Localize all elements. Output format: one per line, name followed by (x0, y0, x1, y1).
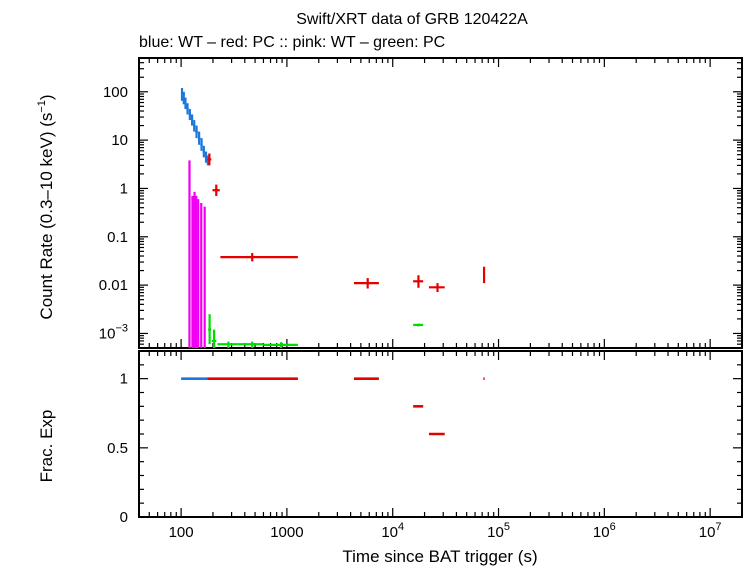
data-point-green (217, 341, 238, 348)
data-point-pink (200, 203, 203, 348)
chart-title: Swift/XRT data of GRB 120422A (296, 11, 528, 28)
data-point-green (211, 329, 217, 348)
top-y-tick-label: 0.01 (99, 277, 128, 294)
x-tick-label: 1000 (270, 524, 303, 541)
data-point-red (220, 253, 298, 262)
bottom-y-tick-label: 0 (120, 509, 128, 526)
bottom-y-tick-label: 1 (120, 371, 128, 388)
data-point-blue (182, 91, 185, 105)
data-point-red (428, 283, 445, 293)
data-point-blue (193, 120, 196, 132)
data-point-blue (186, 103, 189, 115)
data-point-pink (193, 191, 196, 348)
data-point-blue (204, 151, 208, 163)
series-pink (188, 160, 206, 348)
data-point-blue (190, 114, 194, 126)
top-y-tick-label: 10−3 (99, 322, 128, 342)
data-point-green (237, 341, 264, 348)
x-tick-label: 105 (487, 521, 510, 541)
top-y-tick-label: 0.1 (107, 229, 128, 246)
data-point-blue (202, 145, 205, 158)
data-point-red (207, 153, 212, 166)
data-point-pink (197, 199, 200, 348)
bottom-y-axis-label: Frac. Exp (37, 410, 56, 483)
data-point-pink (195, 195, 198, 348)
data-point-blue (200, 138, 203, 151)
data-point-red (482, 266, 486, 284)
data-point-blue (188, 109, 191, 121)
data-point-blue (184, 97, 187, 110)
x-tick-label: 100 (169, 524, 194, 541)
data-point-pink (188, 160, 191, 348)
data-point-blue (195, 125, 198, 139)
x-axis-label: Time since BAT trigger (s) (342, 547, 537, 566)
data-point-green (208, 314, 212, 345)
data-point-pink (191, 195, 194, 348)
series-red (207, 153, 486, 293)
count-rate-panel: 100 10 1 0.1 0.01 10−3 (99, 57, 743, 349)
data-point-red (212, 184, 220, 196)
fractional-exposure-panel: 0 0.5 1 100 1000 104 105 106 107 (107, 350, 743, 541)
data-point-blue (180, 87, 184, 101)
data-point-red (353, 278, 379, 289)
chart-subtitle: blue: WT – red: PC :: pink: WT – green: … (139, 34, 445, 51)
top-y-axis-label: Count Rate (0.3–10 keV) (s−1) (36, 94, 56, 319)
series-green (208, 314, 424, 348)
bottom-y-tick-label: 0.5 (107, 440, 128, 457)
count-rate-plot-frame (138, 57, 743, 349)
top-y-tick-label: 100 (103, 84, 128, 101)
data-point-blue (197, 131, 201, 145)
data-point-red (413, 275, 424, 288)
x-tick-label: 107 (699, 521, 722, 541)
data-point-pink (203, 206, 206, 348)
data-point-green (263, 342, 298, 348)
top-y-tick-label: 1 (120, 180, 128, 197)
x-tick-label: 104 (381, 521, 404, 541)
data-point-green (413, 323, 424, 327)
x-tick-label: 106 (593, 521, 616, 541)
series-blue (180, 87, 209, 166)
top-y-tick-label: 10 (111, 132, 128, 149)
